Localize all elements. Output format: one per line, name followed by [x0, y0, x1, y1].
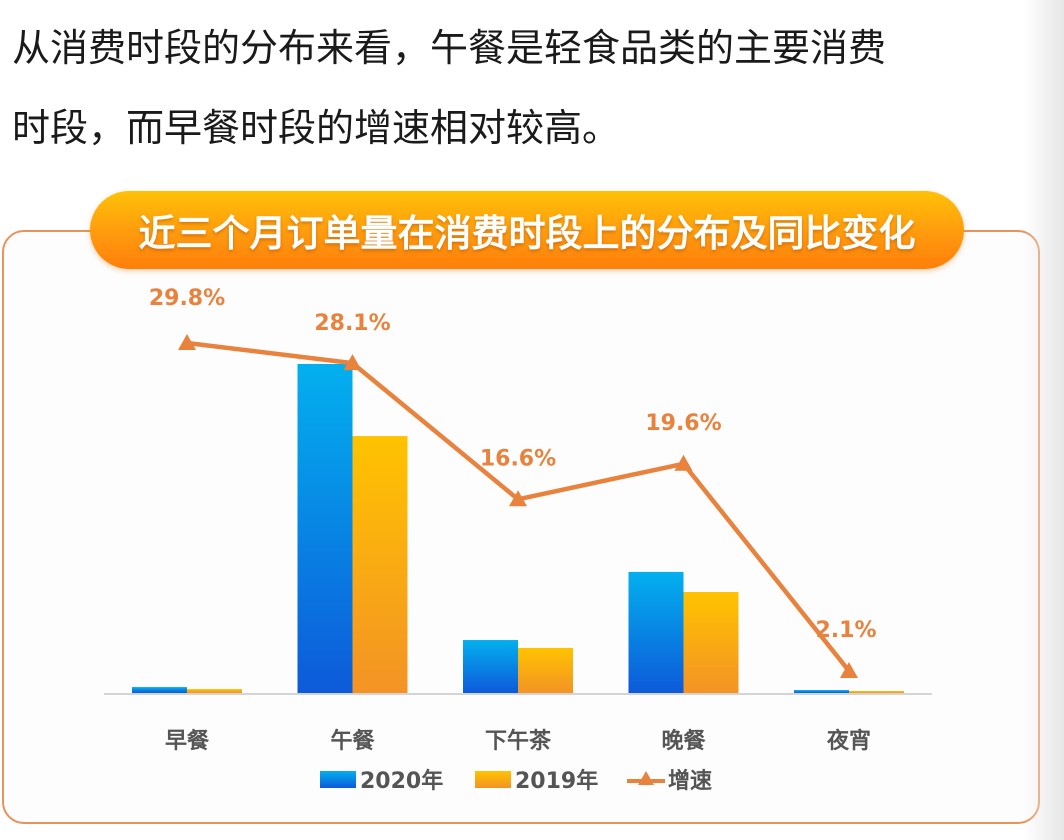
bar-2019-4 [849, 691, 904, 693]
growth-label-1: 28.1% [314, 311, 390, 336]
legend-label-2020: 2020年 [360, 768, 443, 794]
category-label-2: 下午茶 [485, 728, 552, 754]
chart-card [2, 230, 1040, 824]
bar-2020-2 [463, 640, 518, 693]
category-labels: 早餐 午餐 下午茶 晚餐 夜宵 [165, 728, 871, 754]
legend-growth-marker [638, 771, 654, 785]
category-label-1: 午餐 [330, 728, 375, 754]
growth-marker-3 [674, 454, 693, 471]
growth-line-layer: 29.8% 28.1% 16.6% 19.6% 2.1% [149, 286, 877, 678]
growth-label-2: 16.6% [480, 446, 556, 471]
legend-swatch-2020 [320, 771, 356, 788]
chart-title-banner: 近三个月订单量在消费时段上的分布及同比变化 [90, 191, 964, 269]
bars-layer [132, 364, 904, 693]
growth-label-3: 19.6% [645, 411, 721, 436]
bar-2019-0 [187, 689, 242, 693]
bar-2020-0 [132, 687, 187, 693]
growth-label-4: 2.1% [815, 618, 876, 643]
growth-label-0: 29.8% [149, 286, 225, 311]
bar-2020-3 [628, 571, 684, 693]
category-label-0: 早餐 [165, 729, 210, 754]
bar-2020-1 [297, 364, 353, 693]
legend: 2020年 2019年 增速 [320, 768, 712, 794]
chart-title: 近三个月订单量在消费时段上的分布及同比变化 [138, 212, 916, 255]
category-label-4: 夜宵 [826, 728, 871, 754]
bar-2020-4 [794, 690, 849, 693]
growth-marker-0 [178, 334, 196, 350]
intro-paragraph: 从消费时段的分布来看，午餐是轻食品类的主要消费 时段，而早餐时段的增速相对较高。 [12, 8, 1064, 168]
category-label-3: 晚餐 [661, 729, 706, 754]
legend-swatch-2019 [475, 771, 511, 788]
page-edge-shadow [1024, 0, 1064, 840]
legend-label-growth: 增速 [668, 768, 712, 794]
bar-2019-3 [683, 591, 739, 693]
growth-marker-2 [509, 490, 527, 507]
growth-marker-1 [343, 354, 362, 371]
legend-label-2019: 2019年 [515, 768, 598, 794]
growth-line [186, 340, 851, 673]
growth-marker-4 [840, 662, 858, 678]
bar-2019-1 [352, 436, 408, 693]
intro-line-1: 从消费时段的分布来看，午餐是轻食品类的主要消费 [12, 26, 887, 70]
intro-line-2: 时段，而早餐时段的增速相对较高。 [12, 106, 621, 150]
bar-2019-2 [518, 647, 573, 693]
